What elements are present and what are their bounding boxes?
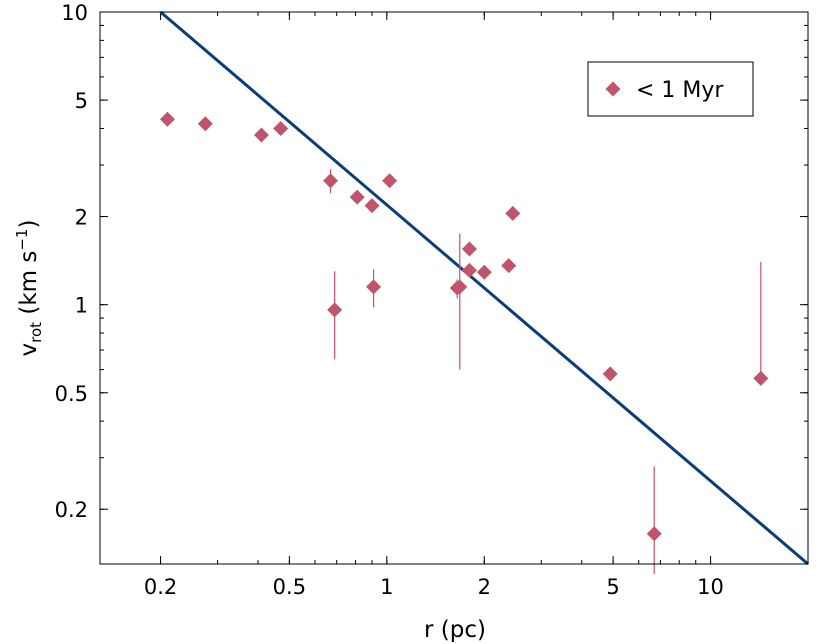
data-point-diamond xyxy=(505,205,521,221)
ticks-layer: 0.2 0.5 1 2 5 10 0.2 0.5 1 2 5 10 xyxy=(55,1,809,599)
data-point-diamond xyxy=(323,173,339,189)
data-point-diamond xyxy=(273,120,289,136)
y-tick-label: 0.2 xyxy=(55,498,88,522)
x-axis-label: r (pc) xyxy=(424,617,486,643)
data-point-diamond xyxy=(602,366,618,382)
data-point-diamond xyxy=(366,279,382,295)
x-tick-label: 2 xyxy=(478,575,491,599)
y-axis-label-close: ) xyxy=(16,220,42,229)
y-tick-label: 10 xyxy=(61,1,88,25)
legend-marker xyxy=(605,81,621,97)
y-axis-label: vrot (km s−1) xyxy=(13,220,45,357)
x-tick-label: 0.2 xyxy=(144,575,177,599)
plot-frame xyxy=(99,11,809,565)
y-tick-label: 0.5 xyxy=(55,382,88,406)
y-axis-label-sub: rot xyxy=(27,322,45,343)
y-axis-label-sup: −1 xyxy=(13,229,31,251)
data-point-diamond xyxy=(364,198,380,214)
data-point-diamond xyxy=(159,111,175,127)
errorbar-layer xyxy=(329,169,762,575)
data-point-diamond xyxy=(461,262,477,278)
x-tick-label: 0.5 xyxy=(273,575,306,599)
y-axis-label-main: v xyxy=(16,343,42,357)
data-point-diamond xyxy=(349,189,365,205)
fit-layer xyxy=(159,10,809,566)
data-point-diamond xyxy=(476,264,492,280)
legend: < 1 Myr xyxy=(587,61,754,117)
data-point-diamond xyxy=(461,241,477,257)
data-point-diamond xyxy=(197,116,213,132)
data-point-diamond xyxy=(753,370,769,386)
data-point-diamond xyxy=(646,526,662,542)
x-tick-label: 1 xyxy=(380,575,393,599)
y-tick-label: 1 xyxy=(75,294,88,318)
y-axis-label-units: (km s xyxy=(16,251,42,322)
x-tick-label: 10 xyxy=(697,575,724,599)
legend-label: < 1 Myr xyxy=(636,78,724,103)
data-point-diamond xyxy=(452,279,468,295)
fit-line xyxy=(159,10,809,566)
y-tick-label: 2 xyxy=(75,206,88,230)
data-point-diamond xyxy=(253,127,269,143)
points-layer xyxy=(159,111,769,542)
data-point-diamond xyxy=(327,302,343,318)
data-point-diamond xyxy=(501,258,517,274)
x-tick-label: 5 xyxy=(606,575,619,599)
data-point-diamond xyxy=(382,173,398,189)
y-tick-label: 5 xyxy=(75,89,88,113)
